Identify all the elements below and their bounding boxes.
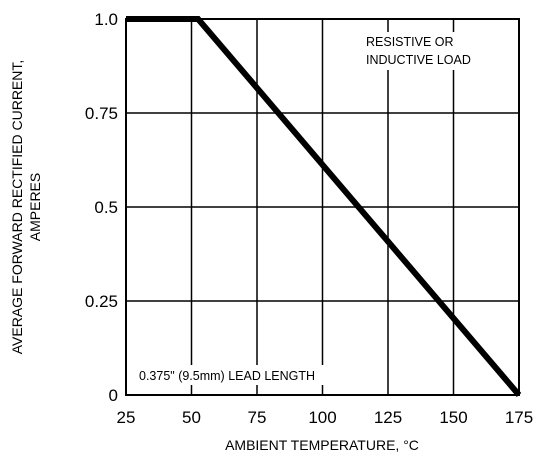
chart-grid — [125, 18, 520, 396]
x-tick-label-25: 25 — [117, 408, 136, 427]
y-axis-label-line2: AMPERES — [27, 173, 43, 241]
x-tick-label-175: 175 — [505, 408, 533, 427]
y-axis-label-line1: AVERAGE FORWARD RECTIFIED CURRENT, — [9, 60, 25, 355]
x-tick-label-150: 150 — [439, 408, 467, 427]
x-tick-labels: 25 50 75 100 125 150 175 — [117, 408, 534, 427]
x-tick-label-75: 75 — [248, 408, 267, 427]
annotation-load-line1: RESISTIVE OR — [366, 35, 454, 49]
y-tick-label-0: 0 — [109, 386, 118, 405]
y-tick-label-0.25: 0.25 — [85, 292, 118, 311]
x-tick-label-50: 50 — [182, 408, 201, 427]
annotation-lead-length: 0.375" (9.5mm) LEAD LENGTH — [139, 369, 315, 383]
x-axis-label: AMBIENT TEMPERATURE, °C — [225, 437, 419, 453]
series-line-derating-curve — [126, 16, 522, 397]
y-tick-labels: 0 0.25 0.5 0.75 1.0 — [85, 10, 118, 405]
annotation-load-bg — [360, 32, 510, 70]
y-tick-label-0.75: 0.75 — [85, 104, 118, 123]
x-tick-label-100: 100 — [308, 408, 336, 427]
x-tick-label-125: 125 — [374, 408, 402, 427]
annotation-lead-bg — [136, 365, 382, 385]
annotation-load-line2: INDUCTIVE LOAD — [366, 53, 471, 67]
y-tick-label-1.0: 1.0 — [94, 10, 118, 29]
y-tick-label-0.5: 0.5 — [94, 198, 118, 217]
plot-frame — [125, 18, 520, 396]
